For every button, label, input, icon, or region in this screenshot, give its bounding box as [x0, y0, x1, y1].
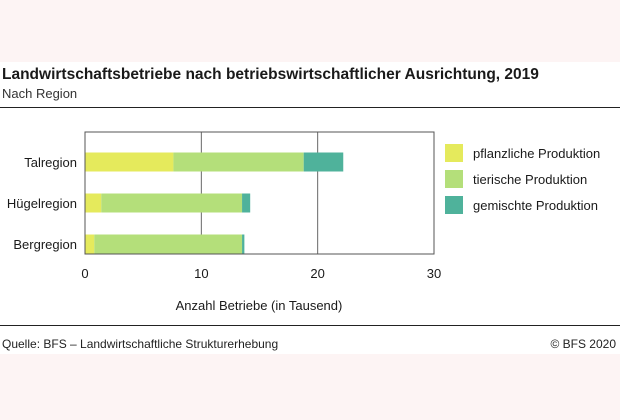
x-axis-label: Anzahl Betriebe (in Tausend): [176, 298, 343, 313]
chart-title: Landwirtschaftsbetriebe nach betriebswir…: [2, 66, 539, 83]
legend-label: tierische Produktion: [473, 172, 587, 187]
legend-swatch: [445, 196, 463, 214]
legend: pflanzliche Produktion tierische Produkti…: [445, 144, 600, 214]
bar-segment: [173, 152, 304, 172]
bar-segment: [303, 152, 344, 172]
source-note: Quelle: BFS – Landwirtschaftliche Strukt…: [2, 337, 279, 351]
legend-swatch: [445, 144, 463, 162]
x-tick-label: 10: [194, 266, 208, 281]
plot-frame: [84, 131, 435, 255]
chart-card: Landwirtschaftsbetriebe nach betriebswir…: [0, 62, 620, 354]
bar-segment: [101, 193, 243, 213]
stacked-bar-chart: Talregion Hügelregion Bergregion 0 10 20 30 A…: [7, 131, 600, 313]
category-label: Hügelregion: [7, 196, 77, 211]
top-divider: [0, 107, 620, 108]
bar-group: [85, 152, 344, 254]
bar-segment: [85, 152, 174, 172]
bar-segment: [85, 234, 95, 254]
x-tick-label: 30: [427, 266, 441, 281]
bar-segment: [94, 234, 243, 254]
bar-segment: [242, 234, 245, 254]
bottom-divider: [0, 325, 620, 326]
bar-segment: [242, 193, 251, 213]
chart-subtitle: Nach Region: [2, 86, 78, 101]
x-tick-labels: 0 10 20 30: [81, 266, 441, 281]
category-label: Bergregion: [13, 237, 77, 252]
copyright-note: © BFS 2020: [550, 337, 616, 351]
legend-label: gemischte Produktion: [473, 198, 598, 213]
legend-swatch: [445, 170, 463, 188]
grid-lines: [200, 132, 319, 254]
x-tick-label: 0: [81, 266, 88, 281]
category-label: Talregion: [24, 155, 77, 170]
category-labels: Talregion Hügelregion Bergregion: [7, 155, 77, 252]
x-tick-label: 20: [310, 266, 324, 281]
bar-segment: [85, 193, 102, 213]
legend-label: pflanzliche Produktion: [473, 146, 600, 161]
